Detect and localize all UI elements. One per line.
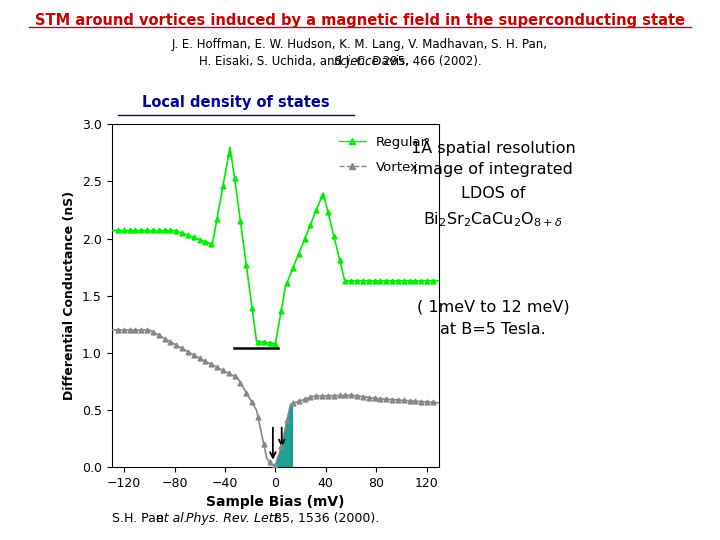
- Text: image of integrated: image of integrated: [413, 162, 573, 177]
- Text: STM around vortices induced by a magnetic field in the superconducting state: STM around vortices induced by a magneti…: [35, 14, 685, 29]
- Text: Local density of states: Local density of states: [143, 96, 330, 111]
- Text: Bi$_2$Sr$_2$CaCu$_2$O$_{8+\delta}$: Bi$_2$Sr$_2$CaCu$_2$O$_{8+\delta}$: [423, 211, 563, 229]
- Text: 85, 1536 (2000).: 85, 1536 (2000).: [266, 512, 379, 525]
- Text: Science: Science: [334, 55, 380, 68]
- Text: S.H. Pan: S.H. Pan: [112, 512, 167, 525]
- X-axis label: Sample Bias (mV): Sample Bias (mV): [206, 495, 345, 509]
- Text: 1Å spatial resolution: 1Å spatial resolution: [411, 138, 575, 156]
- Legend: Regular, Vortex: Regular, Vortex: [334, 131, 433, 179]
- Text: J. E. Hoffman, E. W. Hudson, K. M. Lang, V. Madhavan, S. H. Pan,: J. E. Hoffman, E. W. Hudson, K. M. Lang,…: [172, 38, 548, 51]
- Text: 295, 466 (2002).: 295, 466 (2002).: [379, 55, 482, 68]
- Text: et al.: et al.: [156, 512, 188, 525]
- Text: H. Eisaki, S. Uchida, and J. C. Davis,: H. Eisaki, S. Uchida, and J. C. Davis,: [199, 55, 413, 68]
- Text: ( 1meV to 12 meV)
at B=5 Tesla.: ( 1meV to 12 meV) at B=5 Tesla.: [417, 300, 570, 337]
- Text: LDOS of: LDOS of: [461, 186, 526, 201]
- Y-axis label: Differential Conductance (nS): Differential Conductance (nS): [63, 191, 76, 400]
- Text: Phys. Rev. Lett.: Phys. Rev. Lett.: [186, 512, 282, 525]
